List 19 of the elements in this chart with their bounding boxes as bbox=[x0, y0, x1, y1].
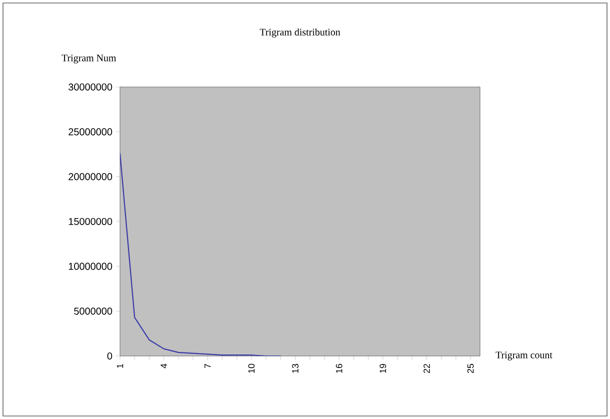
x-tick-label: 13 bbox=[292, 364, 298, 373]
x-tick-label: 4 bbox=[160, 364, 167, 368]
x-tick-label: 22 bbox=[424, 364, 430, 374]
x-axis-title: Trigram count bbox=[496, 352, 552, 360]
y-axis-title: Trigram Num bbox=[62, 54, 116, 64]
x-tick-label: 1 bbox=[116, 364, 124, 368]
y-tick-label: 15000000 bbox=[68, 218, 112, 226]
y-tick-label: 30000000 bbox=[68, 83, 112, 91]
x-tick-label: 25 bbox=[467, 364, 474, 374]
y-tick-label: 5000000 bbox=[74, 308, 112, 315]
y-tick-label: 25000000 bbox=[68, 128, 112, 136]
x-tick-label: 16 bbox=[336, 364, 342, 373]
y-tick-label: 10000000 bbox=[68, 262, 112, 270]
x-tick-label: 19 bbox=[380, 364, 386, 373]
y-tick-label: 0 bbox=[107, 352, 112, 360]
x-tick-label: 7 bbox=[204, 364, 211, 368]
x-tick-label: 10 bbox=[248, 364, 255, 373]
y-tick-label: 20000000 bbox=[68, 173, 112, 180]
chart-title: Trigram distribution bbox=[260, 28, 340, 38]
